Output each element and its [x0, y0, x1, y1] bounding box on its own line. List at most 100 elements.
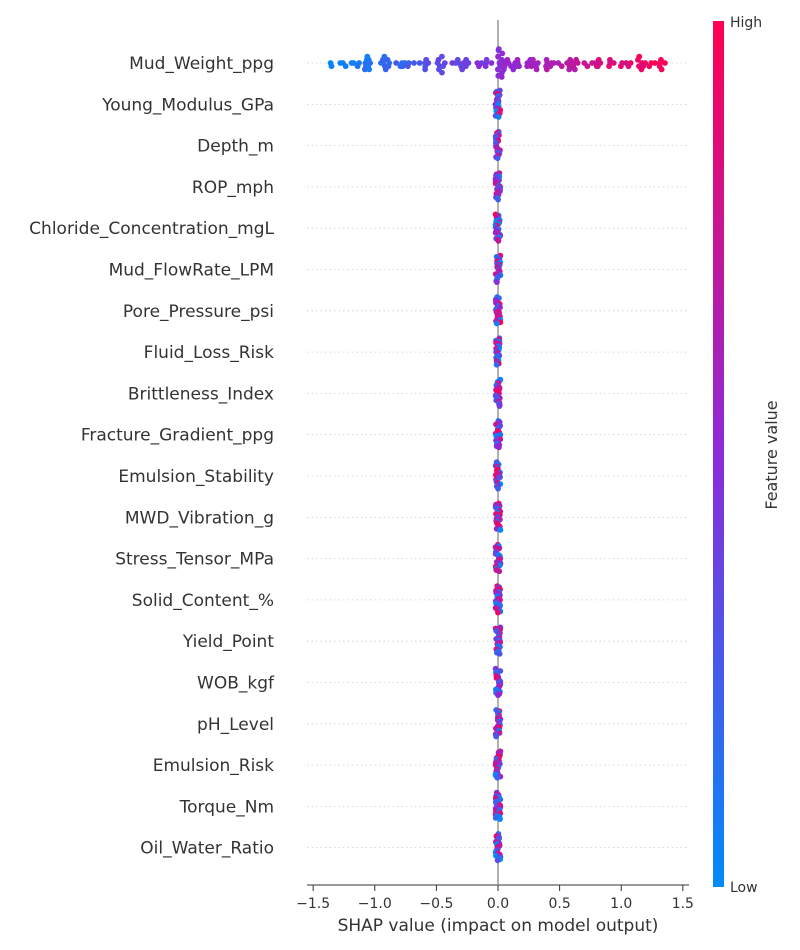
feature-label: Depth_m	[197, 137, 274, 157]
shap-point	[646, 63, 653, 70]
shap-point	[492, 815, 499, 821]
shap-point	[493, 279, 500, 286]
feature-label: Mud_Weight_ppg	[129, 54, 274, 74]
shap-point	[606, 63, 612, 70]
shap-point	[463, 56, 470, 63]
x-tick-label: 0.0	[487, 896, 509, 912]
shap-point	[595, 56, 602, 63]
shap-point	[393, 60, 400, 66]
shap-point	[381, 53, 388, 60]
shap-point	[574, 60, 581, 66]
feature-label: Chloride_Concentration_mgL	[29, 219, 274, 239]
shap-point	[411, 60, 417, 66]
shap-point	[589, 60, 596, 66]
shap-point	[495, 46, 502, 52]
shap-point	[459, 66, 466, 73]
shap-point	[365, 56, 372, 63]
dots-layer	[327, 46, 668, 864]
shap-point	[342, 63, 349, 70]
shap-point	[483, 56, 490, 63]
shap-point	[495, 444, 502, 451]
x-tick-label: 0.5	[548, 896, 570, 912]
feature-label: pH_Level	[197, 715, 274, 735]
colorbar-high-label: High	[730, 15, 762, 31]
feature-label: Yield_Point	[182, 632, 275, 652]
shap-point	[494, 66, 501, 73]
shap-point	[496, 568, 503, 575]
shap-point	[404, 63, 411, 70]
x-tick-label: 1.0	[610, 896, 632, 912]
shap-point	[658, 56, 664, 63]
shap-point	[416, 60, 423, 66]
colorbar-gradient	[713, 21, 724, 887]
feature-label: Fracture_Gradient_ppg	[81, 426, 274, 446]
feature-label: Brittleness_Index	[128, 384, 274, 404]
shap-point	[385, 63, 392, 70]
shap-point	[658, 66, 665, 73]
shap-point	[495, 53, 501, 60]
shap-point	[366, 66, 373, 73]
shap-point	[543, 66, 550, 73]
shap-point	[494, 774, 501, 781]
shap-point	[474, 60, 481, 66]
shap-point	[449, 60, 456, 66]
shap-point	[494, 857, 501, 864]
shap-point	[482, 63, 489, 70]
feature-label: Emulsion_Risk	[153, 756, 274, 776]
shap-point	[558, 63, 565, 70]
x-tick-label: −1.0	[358, 896, 392, 912]
shap-point	[397, 63, 404, 70]
shap-point	[440, 63, 447, 70]
feature-label: ROP_mph	[192, 178, 274, 198]
shap-point	[516, 63, 522, 70]
shap-point	[607, 56, 613, 63]
shap-point	[496, 403, 503, 409]
shap-point	[495, 609, 501, 616]
shap-point	[438, 53, 445, 60]
feature-label: Emulsion_Stability	[118, 467, 274, 487]
colorbar-low-label: Low	[730, 880, 758, 896]
feature-label: WOB_kgf	[197, 674, 275, 694]
shap-point	[524, 63, 531, 70]
shap-point	[488, 60, 495, 66]
feature-label: Young_Modulus_GPa	[101, 95, 274, 115]
shap-point	[662, 60, 668, 66]
shap-point	[495, 114, 502, 120]
feature-label: Mud_FlowRate_LPM	[109, 261, 274, 281]
shap-point	[543, 56, 550, 63]
shap-point	[510, 66, 517, 73]
feature-label: Fluid_Loss_Risk	[144, 343, 274, 363]
shap-point	[495, 237, 502, 244]
shap-point	[617, 63, 624, 70]
shap-point	[439, 69, 445, 76]
feature-labels: Mud_Weight_ppg Young_Modulus_GPa Depth_m RO…	[29, 54, 275, 859]
x-ticks: −1.5 −1.0 −0.5 0.0 0.5 1.0 1.5	[296, 885, 694, 912]
shap-point	[495, 196, 501, 203]
feature-label: Solid_Content_%	[132, 591, 274, 611]
feature-label: Stress_Tensor_MPa	[115, 550, 274, 570]
shap-point	[496, 650, 503, 657]
x-tick-label: 1.5	[672, 896, 694, 912]
shap-point	[504, 56, 511, 63]
shap-point	[640, 63, 647, 70]
row-guides	[307, 62, 689, 849]
feature-label: Torque_Nm	[179, 797, 274, 817]
x-axis-title: SHAP value (impact on model output)	[338, 916, 659, 936]
shap-point	[495, 692, 501, 699]
shap-point	[636, 53, 643, 60]
shap-point	[494, 155, 501, 162]
feature-label: Oil_Water_Ratio	[140, 839, 274, 859]
shap-point	[498, 74, 505, 80]
x-tick-label: −1.5	[296, 896, 330, 912]
feature-label: MWD_Vibration_g	[125, 508, 274, 528]
feature-label: Pore_Pressure_psi	[123, 302, 274, 322]
shap-point	[571, 66, 578, 73]
shap-point	[566, 66, 573, 73]
shap-point	[527, 56, 534, 63]
shap-point	[423, 56, 430, 63]
shap-point	[350, 60, 357, 66]
shap-point	[454, 56, 461, 63]
shap-point	[528, 63, 535, 70]
